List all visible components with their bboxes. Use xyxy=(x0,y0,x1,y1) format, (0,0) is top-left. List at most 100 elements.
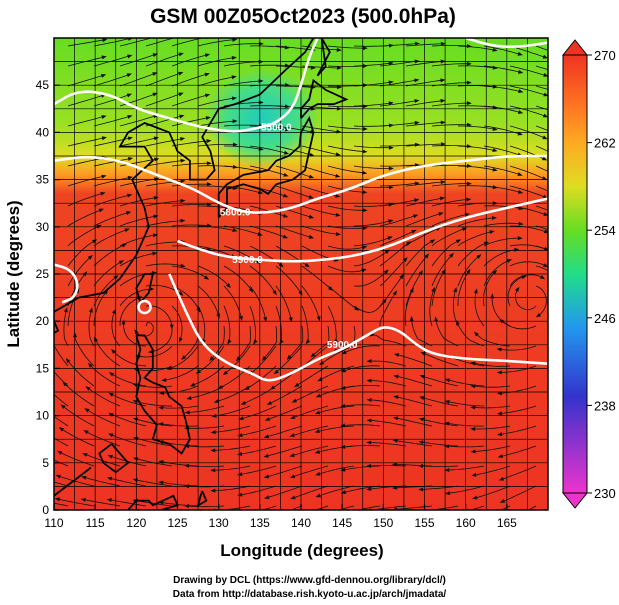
streamline-arrow xyxy=(308,214,315,219)
colorbar-tick-label: 246 xyxy=(594,311,616,326)
streamline-arrow xyxy=(153,136,160,141)
streamline-arrow xyxy=(470,384,476,389)
streamline-arrow xyxy=(147,349,154,354)
streamline-arrow xyxy=(418,417,425,422)
streamline xyxy=(136,418,173,427)
streamline xyxy=(188,405,225,413)
streamline-arrow xyxy=(388,219,394,224)
streamline-arrow xyxy=(49,331,53,336)
streamline-arrow xyxy=(438,212,444,216)
streamline-arrow xyxy=(206,139,212,144)
streamline xyxy=(301,265,331,289)
streamline-arrow xyxy=(440,180,446,185)
streamline-arrow xyxy=(82,453,88,457)
streamline-arrow xyxy=(39,379,44,384)
streamline xyxy=(483,272,495,307)
streamline-arrow xyxy=(470,361,476,366)
streamline xyxy=(301,105,338,110)
streamline xyxy=(507,276,524,307)
streamline xyxy=(197,225,234,231)
streamline-arrow xyxy=(388,185,394,190)
streamline-arrow xyxy=(126,193,133,198)
streamline-arrow xyxy=(222,370,229,376)
streamline xyxy=(483,165,520,175)
streamline xyxy=(379,276,402,307)
streamline xyxy=(483,145,519,156)
cold-pool xyxy=(204,68,320,168)
streamline-arrow xyxy=(444,444,450,449)
streamline xyxy=(170,345,199,369)
streamline xyxy=(171,265,207,278)
streamline-arrow xyxy=(517,189,524,194)
streamline xyxy=(327,105,365,108)
streamline-arrow xyxy=(42,356,46,361)
x-tick-label: 130 xyxy=(209,516,229,530)
contour-label: 5900.0 xyxy=(232,255,263,266)
streamline-arrow xyxy=(492,47,498,52)
streamline xyxy=(475,485,511,499)
streamline xyxy=(145,160,182,167)
streamline xyxy=(162,502,199,507)
streamline-arrow xyxy=(309,152,315,157)
streamline xyxy=(301,285,320,318)
streamline xyxy=(535,105,548,111)
streamline xyxy=(93,195,129,207)
streamline xyxy=(405,100,442,107)
streamline-arrow xyxy=(253,339,258,345)
streamline xyxy=(370,380,407,387)
streamline-arrow xyxy=(517,172,523,176)
streamline-arrow xyxy=(434,316,439,322)
streamline-arrow xyxy=(466,122,472,127)
streamline xyxy=(111,414,147,427)
streamline xyxy=(397,396,433,407)
x-tick-label: 110 xyxy=(44,516,63,530)
streamline xyxy=(260,505,277,510)
streamline-arrow xyxy=(161,377,167,382)
streamline-arrow xyxy=(263,434,270,439)
streamline-arrow xyxy=(266,400,273,405)
streamline-arrow xyxy=(63,307,68,313)
streamline-arrow xyxy=(336,65,342,70)
streamline xyxy=(93,277,116,307)
streamline-arrow xyxy=(231,55,237,60)
streamline xyxy=(293,465,329,477)
streamline xyxy=(67,75,103,87)
streamline-arrow xyxy=(424,253,430,259)
streamline-arrow xyxy=(106,476,113,481)
streamline xyxy=(379,293,396,327)
streamline-arrow xyxy=(152,251,158,256)
streamline xyxy=(275,285,292,319)
streamline xyxy=(171,140,208,147)
streamline xyxy=(249,265,276,293)
streamline-arrow xyxy=(362,64,368,69)
y-tick-label: 0 xyxy=(42,503,49,517)
streamline-arrow xyxy=(184,410,190,415)
streamline xyxy=(145,305,173,326)
streamline xyxy=(86,431,121,447)
streamline-arrow xyxy=(101,136,108,141)
streamline-arrow xyxy=(543,212,548,216)
streamline-arrow xyxy=(29,496,34,500)
gridlines xyxy=(54,38,548,510)
streamline-arrow xyxy=(517,109,524,114)
streamline-arrow xyxy=(108,392,114,397)
streamline-arrow xyxy=(88,307,93,313)
streamline-arrow xyxy=(272,290,277,296)
streamline-arrow xyxy=(535,312,542,318)
streamline-arrow xyxy=(496,370,502,375)
streamline xyxy=(457,323,485,347)
streamline-arrow xyxy=(283,172,289,177)
streamline xyxy=(293,425,329,436)
streamline xyxy=(327,305,337,341)
streamline xyxy=(171,204,208,207)
streamline xyxy=(249,205,285,217)
streamline xyxy=(344,404,381,407)
streamline xyxy=(372,334,407,347)
streamline-arrow xyxy=(232,38,238,42)
streamline-arrow xyxy=(298,290,303,296)
streamline xyxy=(405,228,438,247)
streamline-arrow xyxy=(366,463,372,468)
y-tick-label: 15 xyxy=(36,361,50,375)
streamline-arrow xyxy=(227,339,232,345)
streamline xyxy=(535,65,548,71)
